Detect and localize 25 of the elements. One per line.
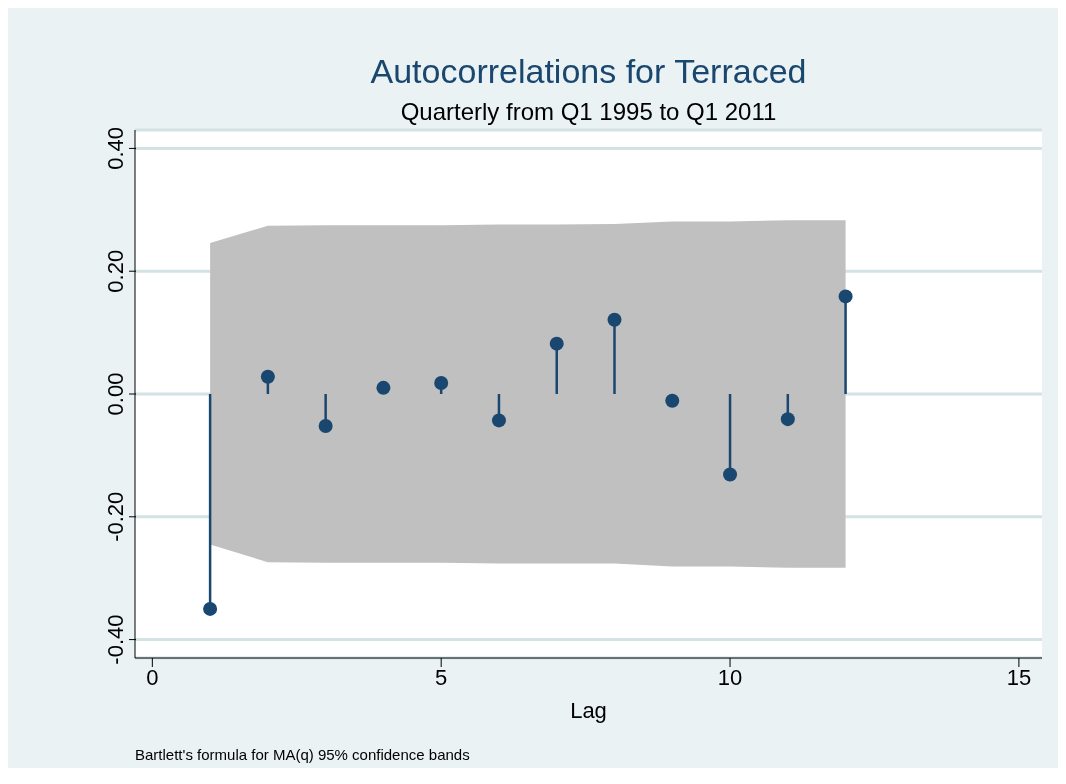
y-tick-label: 0.00 xyxy=(103,372,128,416)
point xyxy=(376,380,391,395)
point xyxy=(203,601,218,616)
chart-title: Autocorrelations for Terraced xyxy=(369,52,808,91)
x-axis-title: Lag xyxy=(570,698,607,723)
x-tick-label: 0 xyxy=(146,664,159,690)
x-tick-label: 5 xyxy=(435,664,448,690)
point xyxy=(434,375,449,390)
point xyxy=(491,413,506,428)
chart-subtitle: Quarterly from Q1 1995 to Q1 2011 xyxy=(399,98,778,126)
point xyxy=(838,289,853,304)
y-tick-label: -0.20 xyxy=(103,491,128,542)
point xyxy=(723,467,738,482)
y-tick-label: 0.20 xyxy=(103,249,128,293)
x-tick-label: 10 xyxy=(717,664,743,690)
point xyxy=(780,412,795,427)
point xyxy=(318,418,333,433)
x-tick-label: 15 xyxy=(1006,664,1032,690)
point xyxy=(260,369,275,384)
y-tick-label: -0.40 xyxy=(103,614,128,665)
point xyxy=(607,312,622,327)
text: Bartlett's formula for MA(q) 95% confidence bands xyxy=(135,746,470,763)
point xyxy=(665,393,680,408)
point xyxy=(549,336,564,351)
y-tick-label: 0.40 xyxy=(103,127,128,170)
